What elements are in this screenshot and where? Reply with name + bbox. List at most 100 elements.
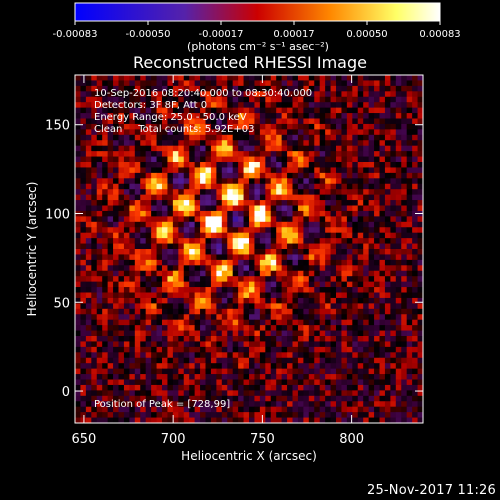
heatmap-cell <box>308 303 315 310</box>
heatmap-cell <box>384 200 391 206</box>
heatmap-cell <box>352 276 359 283</box>
heatmap-cell <box>189 352 196 359</box>
heatmap-cell <box>292 118 299 125</box>
heatmap-cell <box>314 107 321 114</box>
heatmap-cell <box>265 151 272 157</box>
heatmap-cell <box>357 205 364 212</box>
heatmap-cell <box>368 303 375 310</box>
heatmap-cell <box>189 406 196 413</box>
heatmap-cell <box>216 216 223 223</box>
heatmap-cell <box>357 319 364 326</box>
heatmap-cell <box>401 270 408 277</box>
heatmap-cell <box>189 374 196 380</box>
heatmap-cell <box>162 308 168 315</box>
heatmap-cell <box>363 129 370 136</box>
heatmap-cell <box>243 330 250 337</box>
heatmap-cell <box>75 297 81 304</box>
heatmap-cell <box>75 102 81 109</box>
heatmap-cell <box>96 379 103 386</box>
heatmap-cell <box>346 379 353 386</box>
heatmap-cell <box>297 172 304 179</box>
heatmap-cell <box>270 172 277 179</box>
heatmap-cell <box>243 276 250 283</box>
heatmap-cell <box>243 118 250 125</box>
heatmap-cell <box>292 406 299 413</box>
heatmap-cell <box>216 238 223 244</box>
heatmap-cell <box>395 341 402 348</box>
heatmap-cell <box>113 232 119 239</box>
heatmap-cell <box>368 336 375 342</box>
heatmap-cell <box>118 216 125 223</box>
heatmap-cell <box>341 379 348 386</box>
heatmap-cell <box>96 107 103 114</box>
heatmap-cell <box>363 140 370 147</box>
heatmap-cell <box>129 140 136 147</box>
heatmap-cell <box>194 265 201 272</box>
heatmap-cell <box>292 167 299 174</box>
heatmap-cell <box>118 357 125 364</box>
heatmap-cell <box>85 249 92 255</box>
heatmap-cell <box>401 319 408 326</box>
heatmap-cell <box>129 297 136 304</box>
heatmap-cell <box>401 102 408 109</box>
heatmap-cell <box>167 412 174 418</box>
heatmap-cell <box>167 341 174 348</box>
heatmap-cell <box>172 401 179 408</box>
heatmap-cell <box>270 281 277 288</box>
heatmap-cell <box>270 123 277 130</box>
heatmap-cell <box>390 352 397 359</box>
heatmap-cell <box>162 183 168 190</box>
heatmap-cell <box>162 412 168 418</box>
heatmap-cell <box>308 249 315 255</box>
heatmap-cell <box>336 341 342 348</box>
heatmap-cell <box>303 292 310 299</box>
heatmap-cell <box>243 102 250 109</box>
heatmap-cell <box>390 129 397 136</box>
heatmap-cell <box>374 292 380 299</box>
heatmap-cell <box>308 330 315 337</box>
heatmap-cell <box>330 189 337 196</box>
heatmap-cell <box>123 243 130 250</box>
heatmap-cell <box>374 265 380 272</box>
heatmap-cell <box>145 417 152 423</box>
heatmap-cell <box>80 276 87 283</box>
annotation-detectors: Detectors: 3F 8F, Att 0 <box>94 100 207 111</box>
heatmap-cell <box>374 406 380 413</box>
heatmap-cell <box>297 363 304 370</box>
heatmap-cell <box>249 379 255 386</box>
heatmap-cell <box>85 341 92 348</box>
heatmap-cell <box>249 167 255 174</box>
heatmap-cell <box>297 384 304 391</box>
heatmap-cell <box>406 189 413 196</box>
heatmap-cell <box>357 129 364 136</box>
heatmap-cell <box>205 379 212 386</box>
heatmap-cell <box>254 129 261 136</box>
heatmap-cell <box>129 314 136 321</box>
heatmap-cell <box>303 319 310 326</box>
heatmap-cell <box>357 210 364 217</box>
heatmap-cell <box>200 107 206 114</box>
heatmap-cell <box>314 134 321 141</box>
heatmap-cell <box>75 189 81 196</box>
heatmap-cell <box>123 374 130 380</box>
heatmap-cell <box>352 118 359 125</box>
heatmap-cell <box>210 243 217 250</box>
heatmap-cell <box>308 297 315 304</box>
heatmap-cell <box>417 238 423 244</box>
heatmap-cell <box>183 357 190 364</box>
heatmap-cell <box>91 167 98 174</box>
heatmap-cell <box>390 91 397 98</box>
heatmap-cell <box>123 145 130 152</box>
heatmap-cell <box>85 145 92 152</box>
heatmap-cell <box>270 243 277 250</box>
heatmap-cell <box>281 102 288 109</box>
heatmap-cell <box>265 341 272 348</box>
heatmap-cell <box>80 221 87 228</box>
heatmap-cell <box>379 123 386 130</box>
heatmap-cell <box>107 238 114 244</box>
heatmap-cell <box>265 254 272 261</box>
heatmap-cell <box>118 172 125 179</box>
heatmap-cell <box>379 303 386 310</box>
heatmap-cell <box>297 303 304 310</box>
heatmap-cell <box>395 417 402 423</box>
